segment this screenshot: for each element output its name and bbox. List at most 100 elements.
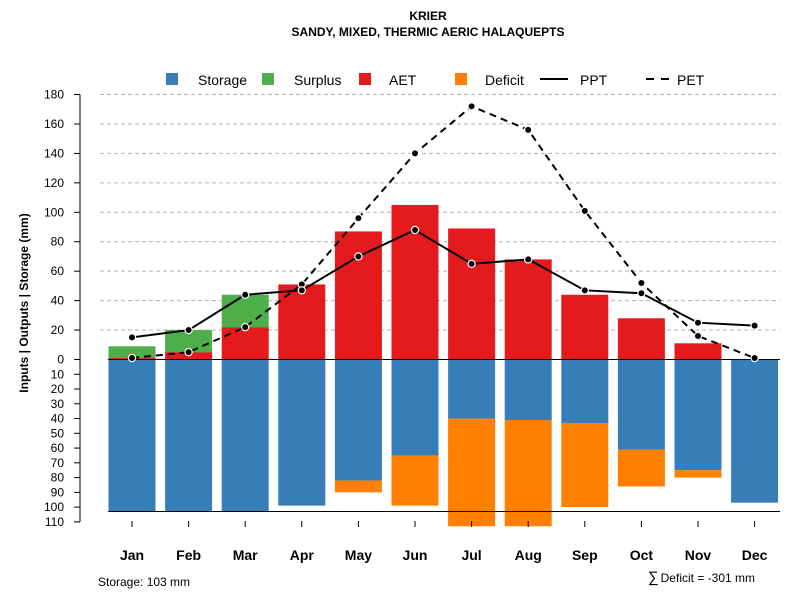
aet-bar	[448, 228, 496, 360]
aet-bar	[221, 327, 269, 360]
pet-point	[580, 206, 590, 216]
x-tick-label: Sep	[572, 547, 598, 563]
deficit-bar	[674, 470, 722, 478]
deficit-bar	[617, 449, 665, 487]
x-tick-label: Jun	[403, 547, 428, 563]
x-tick-label: May	[345, 547, 372, 563]
storage-bar	[278, 359, 326, 506]
ppt-line	[131, 228, 755, 339]
ppt-point	[297, 286, 306, 295]
storage-bar	[221, 359, 269, 512]
storage-bar	[334, 359, 382, 481]
y-tick-label: 60	[51, 441, 65, 455]
pet-point	[524, 125, 533, 135]
storage-bar	[504, 359, 552, 421]
x-axis-labels: Jan Feb Mar Apr May Jun Jul Aug Sep Oct Nov Dec	[120, 521, 768, 563]
y-tick-label: 80	[51, 235, 65, 249]
surplus-bar	[221, 294, 269, 328]
surplus-bar	[165, 330, 213, 353]
y-tick-label: 100	[44, 205, 64, 219]
pet-point	[637, 278, 646, 288]
ppt-point	[580, 286, 590, 295]
legend-label: Storage	[198, 72, 247, 88]
x-tick-label: Mar	[233, 547, 258, 563]
legend-swatch	[455, 73, 467, 85]
legend-label: Surplus	[294, 72, 341, 88]
legend-swatch	[262, 73, 274, 85]
x-tick-label: Apr	[290, 547, 315, 563]
y-tick-label: 20	[51, 382, 65, 396]
deficit-bar	[334, 480, 382, 493]
deficit-bar	[504, 420, 552, 527]
y-tick-label: 110	[45, 515, 64, 529]
y-tick-label: 180	[44, 88, 64, 102]
pet-point	[410, 149, 420, 158]
pet-point	[127, 353, 137, 363]
y-axis-label: Inputs | Outputs | Storage (mm)	[17, 213, 31, 392]
y-tick-label: 50	[51, 426, 65, 440]
x-tick-label: Nov	[685, 547, 712, 563]
legend-swatch	[359, 73, 371, 85]
x-tick-label: Jan	[120, 547, 144, 563]
ppt-point	[354, 252, 363, 261]
storage-footer: Storage: 103 mm	[98, 575, 190, 589]
x-tick-label: Oct	[630, 547, 654, 563]
aet-bar	[617, 318, 665, 360]
y-tick-label: 0	[57, 353, 64, 367]
y-tick-label: 140	[44, 146, 64, 160]
ppt-point	[637, 289, 646, 298]
y-tick-label: 40	[51, 412, 65, 426]
y-tick-label: 90	[51, 485, 65, 499]
x-tick-label: Jul	[461, 547, 481, 563]
legend-swatch	[166, 73, 178, 85]
aet-bar	[674, 343, 722, 360]
ppt-point	[524, 255, 533, 264]
chart-title: KRIER	[409, 9, 447, 23]
y-tick-label: 70	[51, 456, 65, 470]
pet-point	[693, 331, 703, 341]
legend-label: Deficit	[485, 72, 524, 88]
deficit-bar	[448, 418, 496, 527]
legend: Storage Surplus AET Deficit PPT PET	[166, 72, 705, 88]
storage-bar	[731, 359, 779, 503]
y-tick-label: 120	[44, 176, 64, 190]
ppt-point	[184, 325, 193, 335]
aet-bar	[334, 231, 382, 360]
y-tick-label: 20	[51, 323, 65, 337]
x-tick-label: Feb	[176, 547, 201, 563]
aet-bar	[561, 294, 609, 360]
chart-subtitle: SANDY, MIXED, THERMIC AERIC HALAQUEPTS	[292, 25, 565, 39]
y-tick-label: 10	[51, 367, 65, 381]
y-tick-label: 40	[51, 294, 65, 308]
storage-bar	[617, 359, 665, 450]
storage-bar	[561, 359, 609, 423]
storage-bar	[391, 359, 439, 456]
y-tick-label: 30	[51, 397, 65, 411]
deficit-bar	[561, 422, 609, 508]
storage-bar	[108, 359, 156, 512]
storage-bar	[165, 359, 213, 512]
grid-lines	[100, 94, 780, 331]
lines	[127, 102, 759, 363]
legend-label: PPT	[580, 72, 608, 88]
ppt-point	[750, 321, 759, 330]
pet-point	[467, 102, 476, 111]
ppt-point	[410, 225, 420, 235]
y-tick-label: 60	[51, 264, 65, 278]
axes: 0204060801001201401601801020304050607080…	[44, 88, 81, 529]
ppt-point	[240, 290, 250, 299]
pet-point	[184, 347, 193, 357]
pet-point	[354, 213, 363, 223]
surplus-bar	[108, 346, 156, 359]
pet-line	[131, 105, 755, 360]
aet-bar	[504, 259, 552, 360]
storage-bar	[448, 359, 496, 419]
bars	[108, 204, 780, 527]
y-tick-label: 160	[44, 117, 64, 131]
legend-label: PET	[677, 72, 705, 88]
legend-label: AET	[389, 72, 417, 88]
y-tick-label: 80	[51, 471, 65, 485]
pet-point	[750, 353, 759, 363]
deficit-footer: ∑ Deficit = -301 mm	[648, 569, 755, 586]
